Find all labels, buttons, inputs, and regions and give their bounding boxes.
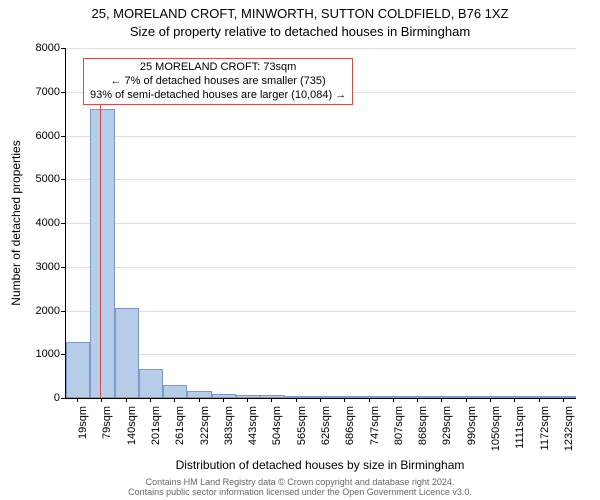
y-tick-label: 3000: [30, 261, 60, 273]
x-tick-label: 929sqm: [441, 406, 453, 466]
gridline: [66, 311, 576, 312]
x-tick-mark: [417, 398, 418, 402]
x-tick-mark: [514, 398, 515, 402]
histogram-bar: [163, 385, 187, 398]
annotation-line3: 93% of semi-detached houses are larger (…: [90, 89, 346, 103]
x-tick-mark: [466, 398, 467, 402]
x-tick-label: 686sqm: [344, 406, 356, 466]
x-tick-label: 201sqm: [150, 406, 162, 466]
annotation-line1: 25 MORELAND CROFT: 73sqm: [90, 61, 346, 75]
x-tick-label: 19sqm: [77, 406, 89, 466]
x-tick-mark: [247, 398, 248, 402]
y-tick-label: 5000: [30, 173, 60, 185]
histogram-bar: [187, 391, 211, 398]
y-axis-label: Number of detached properties: [9, 48, 23, 398]
y-tick-mark: [61, 179, 65, 180]
histogram-bar: [357, 396, 381, 398]
x-tick-mark: [369, 398, 370, 402]
histogram-bar: [260, 395, 284, 398]
x-tick-mark: [271, 398, 272, 402]
y-tick-label: 0: [30, 392, 60, 404]
histogram-bar: [236, 395, 260, 399]
histogram-bar: [285, 396, 309, 398]
y-tick-label: 4000: [30, 217, 60, 229]
y-tick-mark: [61, 92, 65, 93]
y-tick-mark: [61, 311, 65, 312]
y-tick-label: 7000: [30, 86, 60, 98]
gridline: [66, 179, 576, 180]
x-tick-mark: [174, 398, 175, 402]
y-tick-label: 8000: [30, 42, 60, 54]
histogram-bar: [406, 396, 430, 398]
histogram-bar: [333, 396, 357, 398]
y-tick-mark: [61, 223, 65, 224]
x-tick-mark: [77, 398, 78, 402]
x-tick-mark: [223, 398, 224, 402]
histogram-bar: [430, 396, 454, 398]
annotation-box: 25 MORELAND CROFT: 73sqm← 7% of detached…: [83, 58, 353, 105]
gridline: [66, 136, 576, 137]
chart-title-line2: Size of property relative to detached ho…: [0, 24, 600, 39]
x-tick-label: 261sqm: [174, 406, 186, 466]
y-tick-mark: [61, 136, 65, 137]
x-tick-label: 747sqm: [369, 406, 381, 466]
x-tick-mark: [441, 398, 442, 402]
x-tick-label: 140sqm: [126, 406, 138, 466]
x-tick-mark: [101, 398, 102, 402]
property-marker-line: [100, 83, 101, 398]
y-tick-label: 6000: [30, 130, 60, 142]
x-tick-label: 1111sqm: [514, 406, 526, 466]
x-tick-label: 504sqm: [271, 406, 283, 466]
y-tick-mark: [61, 267, 65, 268]
y-tick-mark: [61, 398, 65, 399]
x-tick-mark: [563, 398, 564, 402]
x-tick-label: 565sqm: [296, 406, 308, 466]
x-tick-mark: [320, 398, 321, 402]
x-tick-label: 322sqm: [199, 406, 211, 466]
x-tick-label: 79sqm: [101, 406, 113, 466]
x-tick-mark: [150, 398, 151, 402]
x-tick-mark: [490, 398, 491, 402]
x-tick-label: 990sqm: [466, 406, 478, 466]
histogram-bar: [503, 396, 527, 398]
histogram-bar: [212, 394, 236, 398]
x-tick-label: 443sqm: [247, 406, 259, 466]
histogram-bar: [139, 369, 163, 398]
footer: Contains HM Land Registry data © Crown c…: [0, 478, 600, 498]
chart-title-line1: 25, MORELAND CROFT, MINWORTH, SUTTON COL…: [0, 6, 600, 21]
x-tick-label: 383sqm: [223, 406, 235, 466]
y-tick-label: 2000: [30, 305, 60, 317]
histogram-bar: [66, 342, 90, 398]
x-tick-label: 1050sqm: [490, 406, 502, 466]
histogram-bar: [115, 308, 139, 398]
x-tick-label: 1232sqm: [563, 406, 575, 466]
histogram-bar: [527, 396, 551, 398]
y-tick-mark: [61, 354, 65, 355]
x-tick-label: 807sqm: [393, 406, 405, 466]
x-tick-mark: [199, 398, 200, 402]
gridline: [66, 354, 576, 355]
gridline: [66, 48, 576, 49]
x-tick-mark: [539, 398, 540, 402]
histogram-bar: [90, 109, 114, 398]
x-tick-mark: [126, 398, 127, 402]
x-tick-mark: [393, 398, 394, 402]
histogram-bar: [552, 396, 576, 398]
histogram-bar: [455, 396, 479, 398]
gridline: [66, 223, 576, 224]
gridline: [66, 267, 576, 268]
footer-line2: Contains public sector information licen…: [0, 488, 600, 498]
x-tick-mark: [296, 398, 297, 402]
x-tick-label: 1172sqm: [539, 406, 551, 466]
y-tick-label: 1000: [30, 348, 60, 360]
y-tick-mark: [61, 48, 65, 49]
x-tick-label: 625sqm: [320, 406, 332, 466]
x-tick-mark: [344, 398, 345, 402]
histogram-bar: [382, 396, 406, 398]
annotation-line2: ← 7% of detached houses are smaller (735…: [90, 75, 346, 89]
x-tick-label: 868sqm: [417, 406, 429, 466]
